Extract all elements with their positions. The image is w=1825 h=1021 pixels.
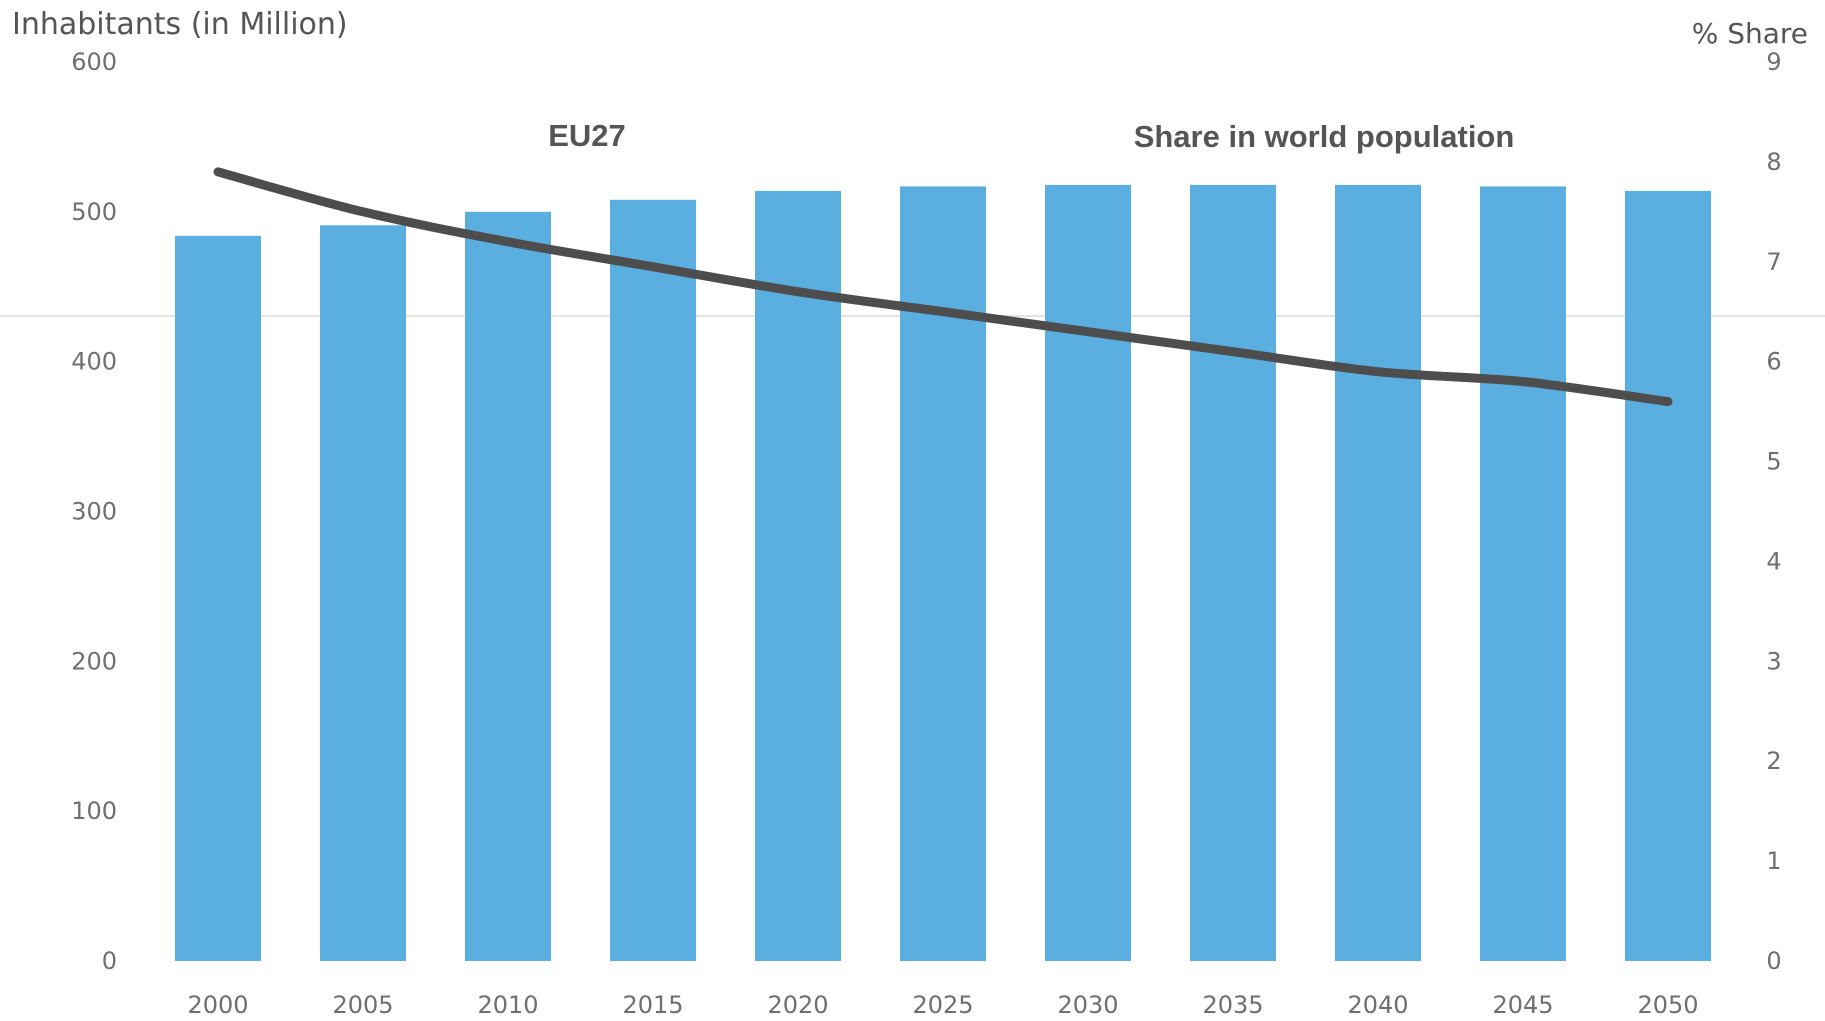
x-tick-label: 2040 (1347, 991, 1408, 1019)
x-tick-label: 2020 (767, 991, 828, 1019)
y2-axis-ticks: 0 1 2 3 4 5 6 7 8 9 (1766, 48, 1781, 975)
bar-2020 (755, 190, 841, 961)
bar-2045 (1480, 186, 1566, 961)
share-point-2050 (1667, 401, 1669, 403)
y2-tick-label: 2 (1766, 747, 1781, 775)
y2-tick-label: 6 (1766, 348, 1781, 376)
y-tick-label: 500 (71, 198, 117, 226)
x-tick-label: 2045 (1492, 991, 1553, 1019)
share-point-2010 (507, 241, 509, 243)
y-tick-label: 400 (71, 348, 117, 376)
bar-2040 (1335, 184, 1421, 961)
y2-tick-label: 8 (1766, 148, 1781, 176)
y-axis-title: Inhabitants (in Million) (12, 7, 348, 42)
line-series-share (213, 167, 1673, 407)
y-tick-label: 0 (102, 947, 117, 975)
share-point-2035 (1232, 351, 1234, 353)
y-axis-ticks: 0 100 200 300 400 500 600 (71, 48, 117, 975)
y2-tick-label: 5 (1766, 448, 1781, 476)
x-tick-label: 2025 (912, 991, 973, 1019)
y2-tick-label: 3 (1766, 647, 1781, 675)
bar-2005 (320, 225, 406, 962)
x-axis-ticks: 2000 2005 2010 2015 2020 2025 2030 2035 2040 2045… (187, 991, 1698, 1019)
y2-tick-label: 9 (1766, 48, 1781, 76)
bar-2015 (610, 199, 696, 962)
y-tick-label: 200 (71, 647, 117, 675)
bar-2030 (1045, 184, 1131, 961)
x-tick-label: 2000 (187, 991, 248, 1019)
bar-2025 (900, 186, 986, 961)
y-tick-label: 300 (71, 498, 117, 526)
bar-2010 (465, 211, 551, 962)
share-point-2045 (1522, 381, 1524, 383)
x-tick-label: 2050 (1637, 991, 1698, 1019)
share-point-2005 (362, 211, 364, 213)
x-tick-label: 2030 (1057, 991, 1118, 1019)
bar-series-eu27 (175, 184, 1711, 962)
y-tick-label: 600 (71, 48, 117, 76)
y-tick-label: 100 (71, 797, 117, 825)
share-point-2000 (217, 171, 219, 173)
y2-tick-label: 7 (1766, 248, 1781, 276)
bar-2035 (1190, 184, 1276, 961)
bar-2050 (1625, 190, 1711, 961)
share-point-2040 (1377, 371, 1379, 373)
series-label-eu27: EU27 (548, 118, 626, 153)
x-tick-label: 2010 (477, 991, 538, 1019)
y2-axis-title: % Share (1692, 17, 1808, 50)
y2-tick-label: 4 (1766, 547, 1781, 575)
x-tick-label: 2035 (1202, 991, 1263, 1019)
share-point-2015 (652, 266, 654, 268)
y2-tick-label: 1 (1766, 847, 1781, 875)
bar-2000 (175, 235, 261, 962)
y2-tick-label: 0 (1766, 947, 1781, 975)
share-point-2025 (942, 311, 944, 313)
share-point-2030 (1087, 331, 1089, 333)
x-tick-label: 2005 (332, 991, 393, 1019)
x-tick-label: 2015 (622, 991, 683, 1019)
series-label-share: Share in world population (1134, 119, 1515, 154)
share-point-2020 (797, 291, 799, 293)
